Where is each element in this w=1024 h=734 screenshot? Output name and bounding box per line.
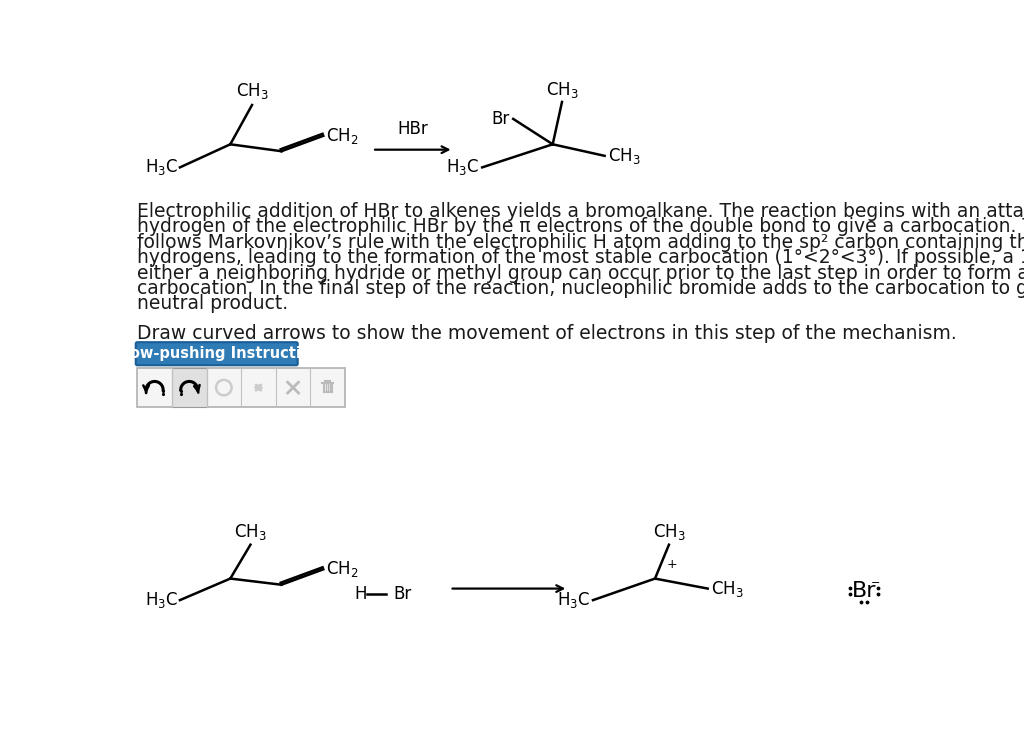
Text: CH$_3$: CH$_3$	[607, 146, 640, 166]
Text: Electrophilic addition of HBr to alkenes yields a bromoalkane. The reaction begi: Electrophilic addition of HBr to alkenes…	[137, 202, 1024, 221]
Text: carbocation. In the final step of the reaction, nucleophilic bromide adds to the: carbocation. In the final step of the re…	[137, 279, 1024, 298]
Text: hydrogen of the electrophilic HBr by the π electrons of the double bond to give : hydrogen of the electrophilic HBr by the…	[137, 217, 1024, 236]
Text: Br: Br	[394, 585, 412, 603]
Text: H: H	[354, 585, 367, 603]
Text: CH$_2$: CH$_2$	[327, 559, 359, 579]
Text: CH$_3$: CH$_3$	[546, 79, 579, 100]
Text: either a neighboring hydride or methyl group can occur prior to the last step in: either a neighboring hydride or methyl g…	[137, 264, 1024, 283]
Text: CH$_3$: CH$_3$	[711, 578, 743, 599]
Text: +: +	[667, 559, 677, 571]
FancyBboxPatch shape	[136, 342, 298, 366]
Text: −: −	[870, 578, 880, 588]
Text: H$_3$C: H$_3$C	[557, 590, 590, 610]
Text: Arrow-pushing Instructions: Arrow-pushing Instructions	[103, 346, 330, 361]
Bar	[137, 368, 345, 407]
Text: H$_3$C: H$_3$C	[145, 590, 178, 610]
Text: HBr: HBr	[398, 120, 429, 138]
Text: Br: Br	[492, 110, 510, 128]
Bar	[172, 368, 207, 407]
Text: CH$_3$: CH$_3$	[652, 522, 685, 542]
Bar	[324, 383, 332, 392]
Text: hydrogens, leading to the formation of the most stable carbocation (1°<2°<3°). I: hydrogens, leading to the formation of t…	[137, 248, 1024, 267]
Text: Br: Br	[852, 581, 877, 601]
Text: CH$_3$: CH$_3$	[236, 81, 268, 101]
Text: Draw curved arrows to show the movement of electrons in this step of the mechani: Draw curved arrows to show the movement …	[137, 324, 957, 343]
Text: follows Markovnikov’s rule with the electrophilic H atom adding to the sp² carbo: follows Markovnikov’s rule with the elec…	[137, 233, 1024, 252]
Text: H$_3$C: H$_3$C	[145, 157, 178, 178]
Text: H$_3$C: H$_3$C	[445, 157, 479, 178]
Text: CH$_2$: CH$_2$	[327, 126, 359, 146]
Text: neutral product.: neutral product.	[137, 294, 289, 313]
Text: CH$_3$: CH$_3$	[234, 522, 267, 542]
